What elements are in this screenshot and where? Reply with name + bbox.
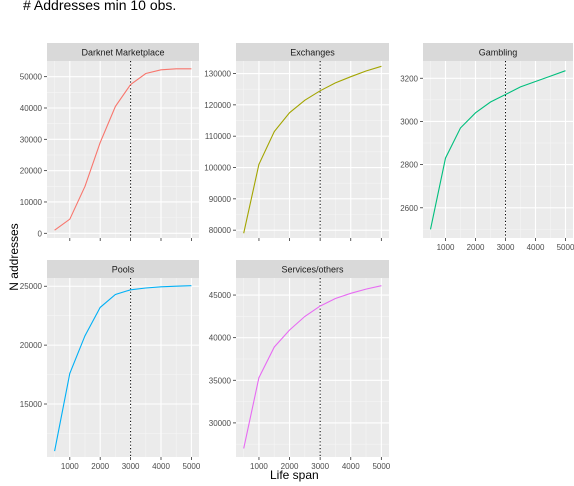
y-tick-label: 130000 [204,70,231,79]
chart-title: # Addresses min 10 obs. [23,0,177,13]
x-tick-label: 5000 [183,462,201,471]
y-tick-label: 3000 [400,117,418,126]
x-tick-label: 4000 [527,243,545,252]
facet-panel: Exchanges 80000 90000 100000 110000 120000 130… [204,43,389,241]
facet-strip [236,43,389,61]
facet-panel: Darknet Marketplace 0 10000 20000 30000 40000… [20,43,199,241]
y-tick-label: 40000 [209,334,232,343]
y-tick-label: 50000 [20,73,43,82]
y-tick-label: 30000 [20,135,43,144]
panel-background [423,61,573,238]
y-tick-label: 40000 [20,104,43,113]
panel-background [236,278,389,457]
y-tick-label: 45000 [209,291,232,300]
y-tick-label: 20000 [20,341,43,350]
series-line [243,285,382,449]
y-tick-label: 0 [38,229,43,238]
y-tick-label: 20000 [20,167,43,176]
facet-strip [47,43,199,61]
series-line [54,285,192,452]
x-tick-label: 4000 [152,462,170,471]
x-tick-label: 3000 [311,462,329,471]
x-tick-label: 5000 [557,243,574,252]
x-tick-label: 3000 [497,243,515,252]
x-tick-label: 2000 [467,243,485,252]
series-line [243,65,382,234]
x-tick-label: 3000 [122,462,140,471]
y-tick-label: 30000 [209,419,232,428]
x-tick-label: 2000 [281,462,299,471]
x-tick-label: 2000 [91,462,109,471]
facet-panel: Pools 15000 20000 25000 1000 2000 3000 4000 5000 [20,260,201,471]
y-tick-label: 120000 [204,101,231,110]
series-line [54,68,192,231]
y-tick-label: 3200 [400,74,418,83]
facet-panel: Services/others 30000 35000 40000 45000 1000 2… [209,260,391,471]
y-tick-label: 10000 [20,198,43,207]
y-tick-label: 25000 [20,282,43,291]
x-tick-label: 1000 [437,243,455,252]
facet-strip [47,260,199,278]
y-tick-label: 110000 [205,132,232,141]
panel-background [236,61,389,238]
y-tick-label: 100000 [204,164,231,173]
series-line [429,70,566,230]
facet-label: Services/others [281,265,344,275]
facet-strip [423,43,573,61]
y-tick-label: 2600 [400,204,418,213]
y-tick-label: 90000 [209,195,232,204]
y-tick-label: 35000 [209,376,232,385]
facet-panel: Gambling 2600 2800 3000 3200 1000 2000 3000 4000… [400,43,574,252]
facet-label: Pools [112,265,135,275]
facet-label: Darknet Marketplace [81,48,164,58]
x-tick-label: 4000 [342,462,360,471]
y-tick-label: 80000 [209,226,232,235]
facet-label: Exchanges [290,48,335,58]
facet-strip [236,260,389,278]
facet-label: Gambling [479,48,518,58]
x-tick-label: 5000 [372,462,390,471]
panel-background [47,61,199,238]
x-axis-label: Life span [270,468,319,482]
x-tick-label: 1000 [61,462,79,471]
y-tick-label: 2800 [400,161,418,170]
y-tick-label: 15000 [20,400,43,409]
x-tick-label: 1000 [250,462,268,471]
